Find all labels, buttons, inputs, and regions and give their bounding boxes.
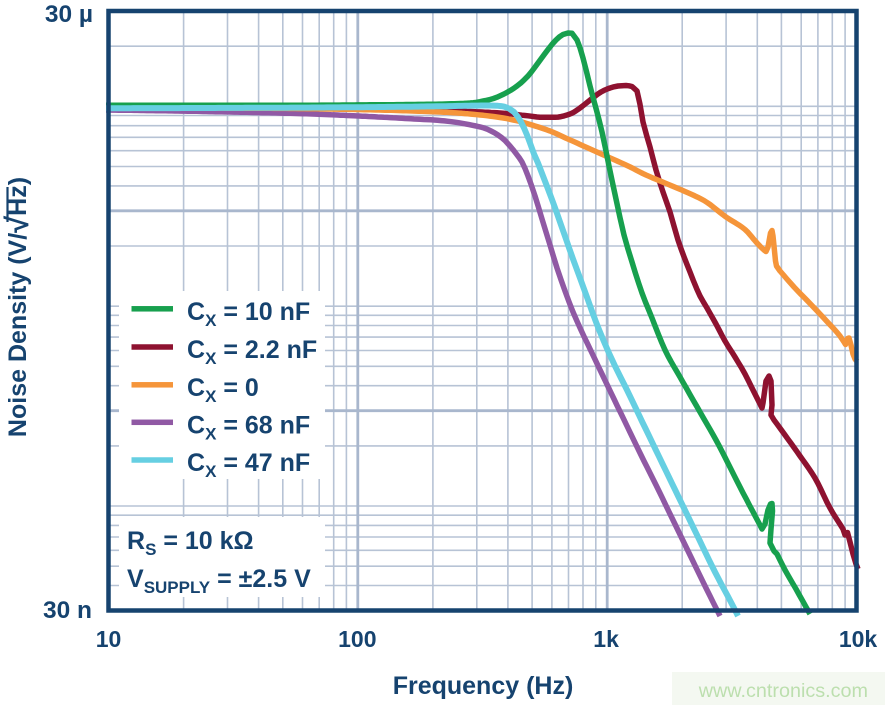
- svg-text:CX = 2.2 nF: CX = 2.2 nF: [187, 336, 317, 368]
- svg-text:CX = 0: CX = 0: [187, 374, 259, 406]
- svg-text:CX = 10 nF: CX = 10 nF: [187, 298, 310, 330]
- svg-text:30 n: 30 n: [43, 597, 92, 624]
- svg-text:www.cntronics.com: www.cntronics.com: [698, 680, 868, 702]
- svg-text:Frequency (Hz): Frequency (Hz): [393, 672, 574, 700]
- svg-text:10k: 10k: [839, 626, 878, 652]
- svg-text:100: 100: [338, 626, 376, 652]
- svg-text:CX = 68 nF: CX = 68 nF: [187, 411, 310, 443]
- svg-text:1k: 1k: [593, 626, 619, 652]
- svg-text:Noise Density (V/√Hz): Noise Density (V/√Hz): [0, 177, 35, 437]
- svg-text:10: 10: [96, 626, 122, 652]
- svg-text:VSUPPLY = ±2.5 V: VSUPPLY = ±2.5 V: [127, 565, 311, 597]
- svg-text:30 µ: 30 µ: [45, 1, 93, 28]
